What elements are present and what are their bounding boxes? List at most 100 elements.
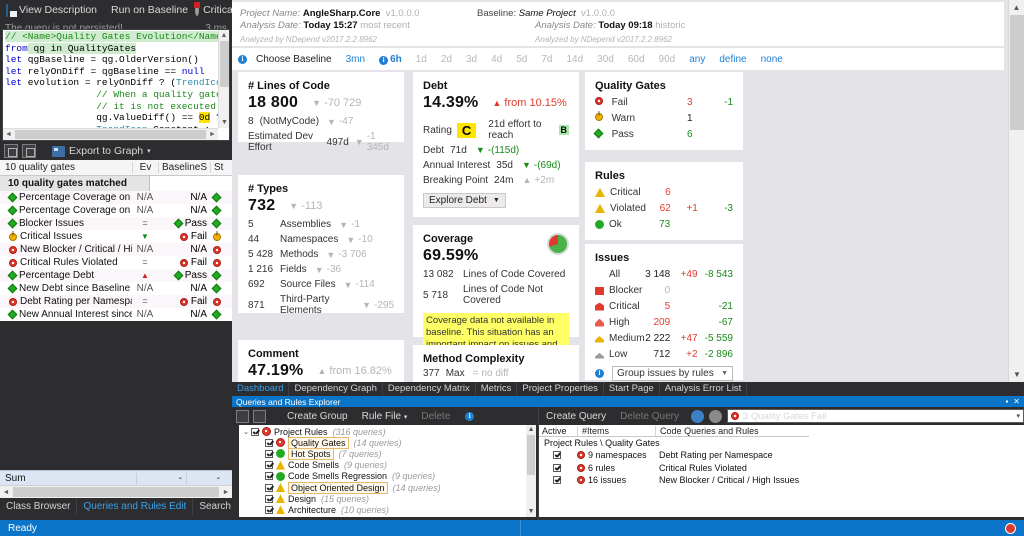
table-row[interactable]: Percentage Debt ▲ Pass	[0, 269, 232, 282]
nav-back-icon[interactable]	[691, 409, 704, 423]
rule-file-button[interactable]: Rule File ▾	[361, 410, 408, 422]
tree-node[interactable]: Hot Spots (7 queries)	[239, 447, 536, 460]
hscroll-thumb[interactable]	[15, 130, 206, 139]
baseline-option-5d[interactable]: 5d	[516, 53, 528, 65]
baseline-option-define[interactable]: define	[719, 53, 747, 65]
tree-node[interactable]: Object Oriented Design (14 queries)	[239, 481, 536, 494]
col-ev[interactable]: Ev	[132, 162, 158, 173]
create-group-button[interactable]: Create Group	[287, 410, 348, 422]
tree-scroll-thumb[interactable]	[527, 435, 536, 475]
create-query-button[interactable]: Create Query	[546, 410, 607, 422]
tree-scroll-down-icon[interactable]: ▼	[527, 508, 535, 515]
tree-scroll-up-icon[interactable]: ▲	[527, 426, 535, 433]
col-active[interactable]: Active	[542, 425, 567, 436]
scroll-up-icon[interactable]: ▲	[220, 32, 228, 39]
record-icon[interactable]	[1005, 522, 1016, 534]
panel-tab[interactable]: Queries and Rules Edit	[77, 498, 194, 515]
row-checkbox[interactable]	[552, 451, 561, 460]
tree-node[interactable]: Design (15 queries)	[239, 493, 536, 504]
document-tab[interactable]: Metrics	[476, 382, 518, 396]
document-tab[interactable]: Dependency Matrix	[383, 382, 476, 396]
rules-tree[interactable]: ⌄ Project Rules (316 queries) Quality Gates…	[239, 425, 537, 517]
dashboard-scrollbar[interactable]: ▲ ▼	[1008, 0, 1024, 382]
col-baseline[interactable]: BaselineS	[158, 162, 210, 173]
table-row[interactable]: Blocker Issues = Pass	[0, 217, 232, 230]
baseline-option-60d[interactable]: 60d	[627, 53, 645, 65]
collapse-tree-icon[interactable]	[253, 409, 266, 423]
table-row[interactable]: New Debt since Baseline N/A N/A	[0, 282, 232, 295]
close-icon[interactable]: ✕	[1013, 397, 1020, 406]
baseline-option-90d[interactable]: 90d	[658, 53, 676, 65]
table-row[interactable]: 6 rules Critical Rules Violated	[539, 461, 810, 474]
tree-checkbox[interactable]	[265, 472, 273, 481]
tree-scrollbar[interactable]: ▲ ▼	[526, 425, 537, 517]
tree-checkbox[interactable]	[265, 438, 273, 447]
col-st[interactable]: St	[210, 162, 232, 173]
query-code-editor[interactable]: // <Name>Quality Gates Evolution</Name> …	[2, 29, 230, 141]
panel-tab[interactable]: Class Browser	[0, 498, 78, 515]
export-chevron-icon[interactable]: ▾	[147, 148, 151, 155]
col-query-name[interactable]: Code Queries and Rules	[655, 425, 809, 436]
tree-node[interactable]: Code Smells (9 queries)	[239, 460, 536, 471]
tree-node[interactable]: Architecture (10 queries)	[239, 504, 536, 515]
qre-info-icon[interactable]: i	[465, 411, 475, 421]
table-row[interactable]: 16 issues New Blocker / Critical / High I…	[539, 474, 810, 487]
document-tab[interactable]: Start Page	[604, 382, 660, 396]
scroll-down-icon[interactable]: ▼	[221, 119, 228, 126]
tree-checkbox[interactable]	[265, 449, 273, 458]
tree-checkbox[interactable]	[265, 483, 273, 492]
save-icon[interactable]	[6, 3, 17, 17]
critical-button[interactable]: Critical	[203, 4, 236, 16]
tree-checkbox[interactable]	[265, 494, 273, 503]
grid-horizontal-scrollbar[interactable]: ◄ ►	[0, 485, 232, 498]
code-vertical-scrollbar[interactable]: ▲ ▼	[218, 30, 229, 128]
expand-tree-icon[interactable]	[236, 409, 249, 423]
tree-node[interactable]: Quality Gates (14 queries)	[239, 436, 536, 449]
issues-info-icon[interactable]: i	[595, 369, 604, 378]
baseline-option-14d[interactable]: 14d	[566, 53, 584, 65]
baseline-option-2d[interactable]: 2d	[440, 53, 452, 65]
explore-debt-button[interactable]: Explore Debt ▼	[423, 193, 506, 208]
export-to-graph-button[interactable]: Export to Graph	[69, 145, 144, 157]
scroll-thumb[interactable]	[220, 41, 229, 87]
export-to-graph-icon[interactable]	[52, 145, 65, 157]
row-checkbox[interactable]	[552, 463, 561, 472]
baseline-option-6h[interactable]: i 6h	[379, 54, 402, 65]
info-icon[interactable]: i	[238, 54, 247, 64]
baseline-option-30d[interactable]: 30d	[597, 53, 614, 65]
table-row[interactable]: Critical Rules Violated = Fail	[0, 256, 232, 269]
grid-hscroll-thumb[interactable]	[13, 487, 219, 497]
table-row[interactable]: Percentage Coverage on New Code N/A N/A	[0, 191, 232, 204]
table-row[interactable]: 9 namespaces Debt Rating per Namespace	[539, 449, 810, 462]
selected-query-dropdown[interactable]: 3 Quality Gates Fail ▾	[727, 409, 1024, 423]
document-tab[interactable]: Analysis Error List	[660, 382, 748, 396]
table-row[interactable]: New Annual Interest since Baseline N/A N/A	[0, 308, 232, 321]
document-tab[interactable]: Dashboard	[232, 382, 290, 396]
col-items[interactable]: #Items	[577, 425, 655, 436]
run-on-baseline-button[interactable]: Run on Baseline	[111, 4, 189, 16]
tree-checkbox[interactable]	[251, 427, 259, 436]
baseline-option-1d[interactable]: 1d	[415, 53, 427, 65]
group-issues-select[interactable]: Group issues by rules ▼	[612, 366, 733, 381]
pin-icon[interactable]: ▪	[1005, 397, 1009, 406]
baseline-option-none[interactable]: none	[760, 53, 783, 65]
code-horizontal-scrollbar[interactable]: ◄ ►	[3, 128, 218, 140]
baseline-option-3d[interactable]: 3d	[465, 53, 478, 65]
view-description-button[interactable]: View Description	[19, 4, 98, 16]
tree-node[interactable]: ⌄ Project Rules (316 queries)	[239, 426, 536, 437]
row-checkbox[interactable]	[552, 476, 561, 485]
table-row[interactable]: Debt Rating per Namespace = Fail	[0, 295, 232, 308]
baseline-option-any[interactable]: any	[689, 53, 706, 65]
code-text[interactable]: // <Name>Quality Gates Evolution</Name> …	[3, 30, 218, 128]
grid-scroll-left-icon[interactable]: ◄	[2, 488, 10, 496]
baseline-option-4d[interactable]: 4d	[491, 53, 503, 65]
col-name[interactable]: 10 quality gates	[5, 162, 76, 173]
nav-globe-icon[interactable]	[709, 409, 722, 423]
scroll-right-icon[interactable]: ►	[209, 131, 216, 138]
baseline-option-3mn[interactable]: 3mn	[345, 53, 366, 65]
tree-node[interactable]: Code Smells Regression (9 queries)	[239, 471, 536, 482]
scroll-left-icon[interactable]: ◄	[5, 131, 12, 138]
tree-checkbox[interactable]	[265, 505, 273, 514]
document-tab[interactable]: Project Properties	[517, 382, 604, 396]
grid-scroll-right-icon[interactable]: ►	[222, 488, 230, 496]
